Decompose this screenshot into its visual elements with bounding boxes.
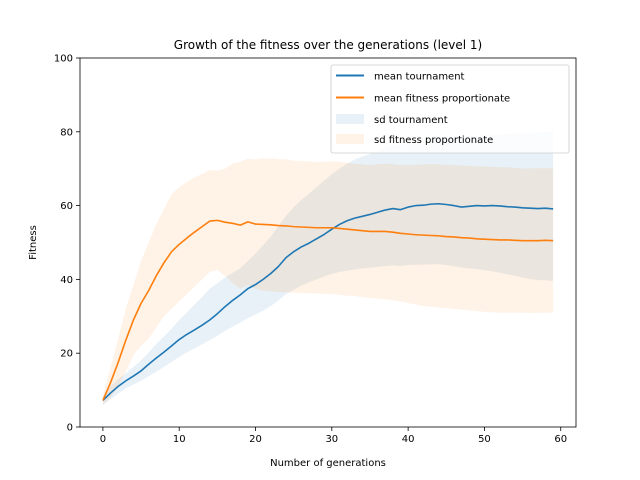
legend-label-mean-tournament: mean tournament	[374, 72, 465, 83]
y-tick-label: 100	[54, 54, 73, 65]
x-tick-label: 60	[554, 434, 567, 445]
x-tick-label: 10	[173, 434, 186, 445]
legend-label-mean-fitness-proportionate: mean fitness proportionate	[374, 94, 510, 105]
legend-label-sd-tournament: sd tournament	[374, 115, 448, 126]
y-tick-label: 20	[60, 349, 73, 360]
y-axis-label: Fitness	[28, 225, 39, 260]
legend-swatch-sd-fitness-proportionate	[336, 134, 364, 144]
band-sd-fitness-proportionate	[102, 158, 554, 405]
legend-box	[330, 64, 570, 154]
x-axis-label: Number of generations	[270, 458, 386, 469]
x-tick-label: 40	[402, 434, 415, 445]
y-tick-label: 80	[60, 127, 73, 138]
x-tick-label: 30	[325, 434, 338, 445]
y-tick-label: 60	[60, 201, 73, 212]
legend-swatch-sd-tournament	[336, 114, 364, 124]
x-tick-label: 50	[478, 434, 491, 445]
x-tick-label: 0	[100, 434, 106, 445]
band-sd-tournament	[102, 131, 554, 405]
line-mean-tournament	[102, 202, 554, 402]
y-tick-label: 0	[67, 423, 73, 434]
chart-title: Growth of the fitness over the generatio…	[174, 38, 482, 52]
line-mean-fitness-proportionate	[102, 219, 554, 401]
x-axis-ticks: 0 10 20 30 40 50 60	[100, 427, 567, 445]
legend-label-sd-fitness-proportionate: sd fitness proportionate	[374, 135, 493, 146]
x-tick-label: 20	[249, 434, 262, 445]
mean-lines	[102, 202, 554, 402]
sd-bands	[102, 131, 554, 405]
plot-frame	[79, 57, 577, 428]
y-axis-ticks: 0 20 40 60 80 100	[54, 54, 80, 434]
legend: mean tournament mean fitness proportiona…	[330, 64, 570, 154]
y-tick-label: 40	[60, 275, 73, 286]
